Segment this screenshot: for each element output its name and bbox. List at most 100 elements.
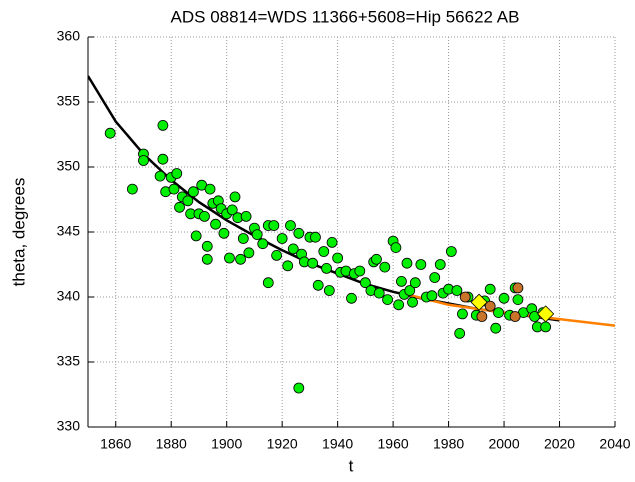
point [512,294,524,306]
point [401,257,413,269]
point [190,230,202,242]
point [224,252,235,264]
point [237,233,249,244]
point [354,265,366,277]
point [509,311,521,322]
x-tick-label: 1860 [100,436,131,452]
point [318,246,330,257]
point [182,195,194,207]
point [251,229,263,241]
point [382,294,393,306]
x-tick-label: 2040 [599,436,630,452]
x-tick-label: 2020 [544,436,575,452]
x-tick-label: 1940 [322,436,353,452]
y-tick-label: 335 [57,353,81,369]
point [390,242,402,254]
point [537,305,555,323]
point [312,279,324,291]
y-axis-label: theta, degrees [9,178,28,287]
point [493,307,504,319]
point [204,183,216,195]
point [415,259,427,270]
point [243,247,255,259]
point [171,168,183,179]
point [476,311,488,322]
x-tick-label: 1980 [433,436,464,452]
point [490,322,502,334]
x-tick-label: 2000 [488,436,519,452]
point [168,183,180,195]
point [484,283,496,295]
point [359,277,371,289]
point [154,170,166,182]
point [293,382,305,394]
point [512,282,524,294]
point [407,296,418,308]
chart-title: ADS 08814=WDS 11366+5608=Hip 56622 AB [171,7,520,26]
point [307,257,319,269]
point [396,275,407,287]
point [126,183,138,195]
point [404,285,416,296]
point [498,292,510,304]
point [285,220,296,231]
point [310,231,321,243]
point [332,252,344,264]
x-axis-label: t [349,456,354,475]
point [459,291,471,303]
point [201,253,213,265]
point [187,186,199,198]
point [201,240,213,252]
point [393,299,405,311]
point [210,218,221,230]
point [323,285,335,296]
point [271,249,283,261]
point [174,201,185,213]
point [240,210,252,222]
point [326,236,338,248]
point [484,300,496,312]
point [321,262,332,274]
y-tick-label: 350 [57,158,81,174]
point [434,259,446,270]
x-tick-label: 1960 [378,436,409,452]
point [293,227,305,239]
point [426,290,438,302]
x-tick-label: 1880 [156,436,187,452]
fit-curve [406,293,615,327]
point [282,260,294,272]
point [104,127,116,139]
x-tick-label: 1900 [211,436,242,452]
point [457,308,468,320]
point [276,233,288,244]
point [470,293,488,311]
y-tick-label: 340 [57,288,81,304]
point [226,204,238,216]
point [199,210,210,222]
point [262,277,274,289]
point [235,253,246,265]
y-tick-label: 345 [57,223,81,239]
point [429,272,441,283]
point [229,191,241,203]
point [445,246,457,257]
point [157,153,169,165]
y-tick-label: 330 [57,418,81,434]
point [373,287,385,299]
point [218,227,230,239]
point [346,292,357,304]
point [268,220,280,231]
fit-curve [88,75,560,322]
point [371,253,382,265]
point [451,285,463,296]
y-tick-label: 355 [57,93,81,109]
point [287,243,299,255]
point [409,277,421,289]
point [379,261,391,273]
x-tick-label: 1920 [267,436,298,452]
y-tick-label: 360 [57,28,81,44]
point [138,155,149,166]
point [257,238,269,250]
point [454,327,466,339]
